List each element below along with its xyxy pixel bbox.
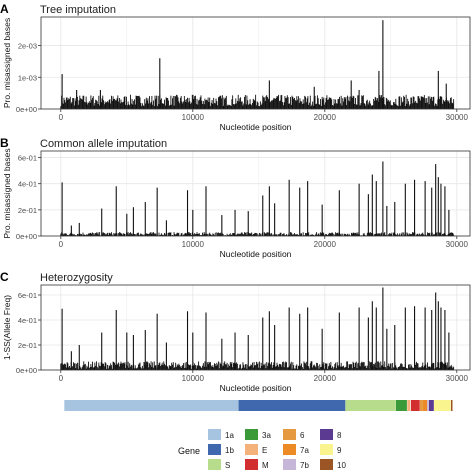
y-tick-label: 6e-01 [18, 154, 37, 163]
y-axis-label: Pro. misassigned bases [2, 148, 12, 238]
x-tick-label: 0 [59, 374, 64, 383]
legend-label-M: M [262, 461, 269, 470]
panel-letter: C [0, 270, 9, 284]
x-tick-label: 0 [59, 240, 64, 249]
x-tick-label: 30000 [446, 374, 469, 383]
plot-background [41, 285, 470, 370]
noise-bars [60, 361, 455, 370]
y-axis-label: Pro. misassigned bases [2, 18, 12, 108]
legend-label-7a: 7a [300, 446, 309, 455]
legend-title: Gene [178, 446, 200, 456]
legend-label-E: E [262, 446, 267, 455]
x-tick-label: 30000 [446, 240, 469, 249]
y-tick-label: 1e-03 [18, 73, 37, 82]
plot-border [40, 284, 471, 371]
peak-bars [61, 161, 450, 236]
x-axis-label: Nucleotide position [220, 249, 292, 259]
legend-key-M [245, 459, 258, 470]
chart-panels: 0 10000 20000 30000 0e+00 1e-03 2e-03 A Tree imp… [0, 2, 471, 393]
panel-letter: B [0, 136, 9, 150]
y-tick-label: 2e-03 [18, 42, 37, 51]
gene-segment-10 [450, 400, 453, 411]
x-tick-label: 0 [59, 113, 64, 122]
legend-key-1a [208, 429, 221, 440]
y-tick-label: 4e-01 [18, 180, 37, 189]
y-tick-label: 2e-01 [18, 341, 37, 350]
legend-key-1b [208, 444, 221, 455]
panel-B: 0 10000 20000 30000 0e+00 2e-01 4e-01 6e-01 B Com… [0, 136, 471, 259]
legend-label-7b: 7b [300, 461, 309, 470]
gene-segment-8 [429, 400, 434, 411]
legend-label-1b: 1b [225, 446, 234, 455]
legend-label-9: 9 [337, 446, 342, 455]
y-tick-label: 6e-01 [18, 291, 37, 300]
gene-segment-7a [422, 400, 428, 411]
legend-key-8 [320, 429, 333, 440]
plot-border [40, 150, 471, 237]
x-tick-label: 10000 [182, 240, 205, 249]
x-tick-label: 20000 [314, 113, 337, 122]
panel-title: Heterozygosity [40, 272, 113, 284]
x-tick-label: 10000 [182, 113, 205, 122]
panel-letter: A [0, 2, 9, 16]
gene-segment-7b [427, 400, 429, 411]
peak-bars [61, 20, 447, 109]
panel-C: 0 10000 20000 30000 0e+00 2e-01 4e-01 6e-01 C Het… [0, 270, 471, 393]
legend-label-1a: 1a [225, 431, 234, 440]
y-tick-label: 4e-01 [18, 316, 37, 325]
x-tick-label: 20000 [314, 240, 337, 249]
y-tick-label: 0e+00 [16, 366, 37, 375]
x-tick-label: 20000 [314, 374, 337, 383]
legend-key-6 [283, 429, 296, 440]
plot-border [40, 16, 471, 110]
y-tick-label: 0e+00 [16, 232, 37, 241]
gene-segment-S [345, 400, 396, 411]
panel-A: 0 10000 20000 30000 0e+00 1e-03 2e-03 A Tree imp… [0, 2, 471, 132]
gene-segment-1b [238, 400, 346, 411]
legend-label-6: 6 [300, 431, 305, 440]
peak-bars [61, 287, 450, 370]
legend-key-7a [283, 444, 296, 455]
panel-title: Common allele imputation [40, 138, 167, 150]
legend-key-7b [283, 459, 296, 470]
x-tick-label: 10000 [182, 374, 205, 383]
gene-segment-E [407, 400, 411, 411]
y-tick-label: 2e-01 [18, 206, 37, 215]
legend-label-10: 10 [337, 461, 346, 470]
genome-bar [64, 400, 453, 411]
plot-background [41, 151, 470, 236]
legend-label-S: S [225, 461, 230, 470]
gene-legend: Gene 1a 1b S 3a EM 6 7a 7b 8 9 10 [178, 429, 346, 470]
gene-segment-6 [419, 400, 423, 411]
y-axis-label: 1-SS(Allele Freq) [2, 295, 12, 360]
noise-bars [60, 94, 455, 109]
x-axis-label: Nucleotide position [220, 383, 292, 393]
legend-key-S [208, 459, 221, 470]
plot-background [41, 17, 470, 109]
x-tick-label: 30000 [446, 113, 469, 122]
gene-segment-1a [64, 400, 239, 411]
legend-key-10 [320, 459, 333, 470]
x-axis-label: Nucleotide position [220, 122, 292, 132]
gene-segment-3a [395, 400, 407, 411]
panel-title: Tree imputation [40, 4, 116, 16]
legend-label-3a: 3a [262, 431, 271, 440]
legend-key-3a [245, 429, 258, 440]
legend-key-9 [320, 444, 333, 455]
gene-segment-9 [434, 400, 451, 411]
legend-label-8: 8 [337, 431, 342, 440]
gene-segment-M [410, 400, 420, 411]
y-tick-label: 0e+00 [16, 105, 37, 114]
legend-key-E [245, 444, 258, 455]
